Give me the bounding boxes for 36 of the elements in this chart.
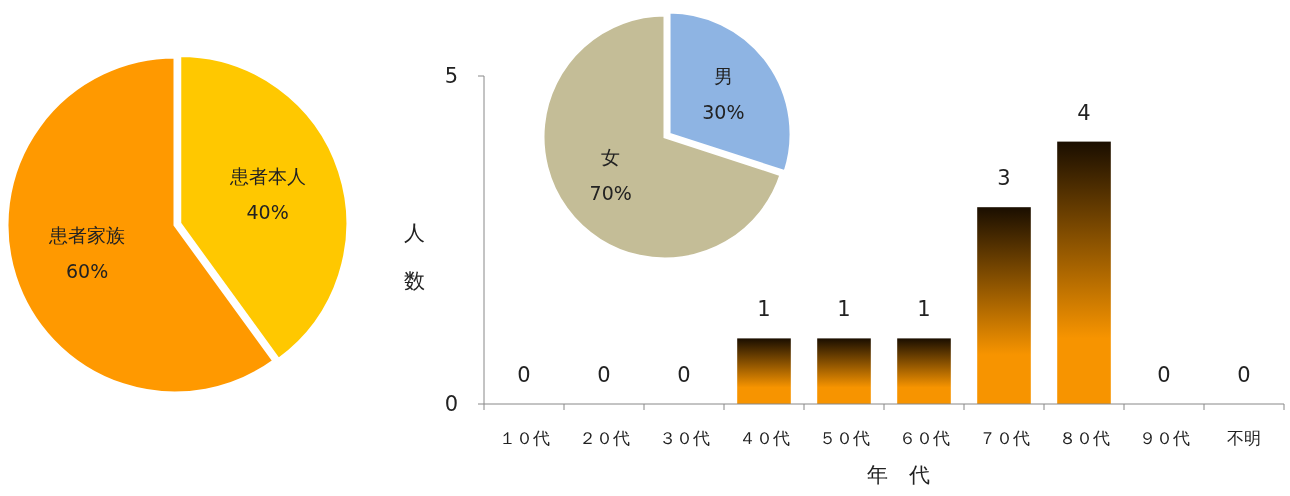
data-label: 1 [917, 297, 931, 322]
data-label: 70% [589, 182, 632, 205]
slice-label: 女 [601, 146, 621, 169]
x-tick-label: ８０代 [1058, 428, 1110, 448]
bar [977, 207, 1031, 404]
data-label: 0 [677, 363, 691, 387]
x-tick-label: ５０代 [818, 428, 870, 448]
x-tick-label: １０代 [498, 428, 550, 448]
data-label: 0 [1157, 363, 1171, 387]
data-label: 0 [1237, 363, 1251, 387]
data-label: 1 [837, 297, 851, 322]
bar [1057, 141, 1111, 404]
data-label: 60% [66, 259, 109, 282]
data-label: 40% [246, 200, 289, 223]
bar [817, 338, 871, 404]
bar [897, 338, 951, 404]
x-tick-label: ２０代 [578, 428, 630, 448]
y-tick-label: 5 [444, 64, 458, 88]
x-tick-label: ３０代 [658, 428, 710, 448]
data-label: 1 [757, 297, 771, 322]
data-label: 3 [997, 166, 1011, 191]
x-tick-label: ６０代 [898, 428, 950, 448]
slice-label: 男 [713, 64, 733, 87]
bar [737, 338, 791, 404]
x-axis-title: 年 代 [866, 463, 930, 487]
slice-label: 患者家族 [48, 223, 126, 246]
data-label: 0 [597, 363, 611, 387]
x-tick-label: ４０代 [738, 428, 790, 448]
x-tick-label: 不明 [1227, 428, 1261, 448]
data-label: 30% [702, 100, 745, 123]
slice-label: 患者本人 [228, 164, 306, 187]
data-label: 4 [1077, 100, 1091, 125]
x-tick-label: ７０代 [978, 428, 1030, 448]
y-axis-title: 人数 [403, 221, 425, 293]
x-tick-label: ９０代 [1138, 428, 1190, 448]
data-label: 0 [517, 363, 531, 387]
